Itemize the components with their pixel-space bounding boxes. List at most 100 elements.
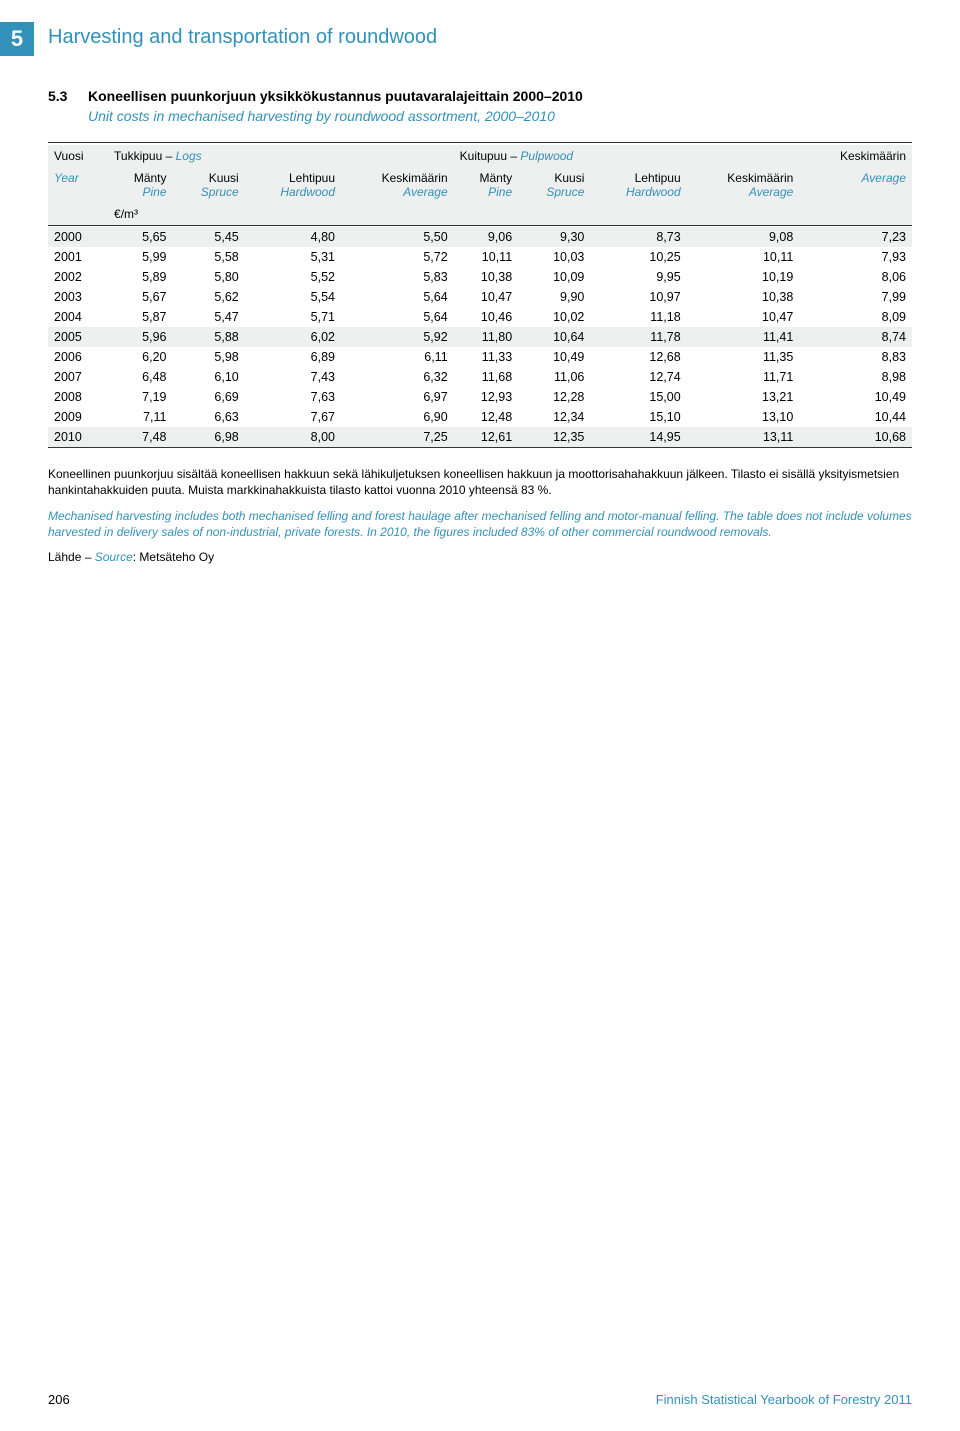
cell-value: 10,44 — [799, 407, 912, 427]
table-row: 20107,486,988,007,2512,6112,3514,9513,11… — [48, 427, 912, 448]
table-row: 20055,965,886,025,9211,8010,6411,7811,41… — [48, 327, 912, 347]
cell-value: 12,28 — [518, 387, 590, 407]
cell-value: 5,31 — [245, 247, 341, 267]
col-pulp-pine: MäntyPine — [454, 167, 519, 203]
cell-value: 8,73 — [590, 227, 686, 247]
cell-value: 6,02 — [245, 327, 341, 347]
table-title-fi: Koneellisen puunkorjuun yksikkökustannus… — [88, 88, 583, 104]
cell-value: 9,95 — [590, 267, 686, 287]
cell-value: 5,64 — [341, 307, 454, 327]
cell-value: 6,69 — [173, 387, 245, 407]
data-table: Vuosi Tukkipuu – Logs Kuitupuu – Pulpwoo… — [48, 142, 912, 450]
cell-year: 2010 — [48, 427, 108, 448]
cell-value: 5,52 — [245, 267, 341, 287]
cell-value: 11,68 — [454, 367, 519, 387]
cell-value: 5,92 — [341, 327, 454, 347]
cell-value: 5,58 — [173, 247, 245, 267]
cell-value: 5,65 — [108, 227, 173, 247]
table-title-en: Unit costs in mechanised harvesting by r… — [88, 108, 912, 124]
source-line: Lähde – Source: Metsäteho Oy — [48, 550, 912, 564]
col-pulp-hardwood: LehtipuuHardwood — [590, 167, 686, 203]
cell-value: 11,35 — [687, 347, 800, 367]
cell-value: 7,99 — [799, 287, 912, 307]
col-pulp-group: Kuitupuu – Pulpwood — [454, 145, 800, 167]
cell-value: 5,96 — [108, 327, 173, 347]
col-year-en: Year — [48, 167, 108, 203]
cell-value: 15,00 — [590, 387, 686, 407]
cell-value: 7,23 — [799, 227, 912, 247]
cell-value: 12,35 — [518, 427, 590, 448]
table-number: 5.3 — [48, 88, 78, 104]
col-logs-spruce: KuusiSpruce — [173, 167, 245, 203]
cell-value: 5,83 — [341, 267, 454, 287]
chapter-title: Harvesting and transportation of roundwo… — [48, 26, 437, 49]
col-logs-avg: KeskimäärinAverage — [341, 167, 454, 203]
cell-value: 13,21 — [687, 387, 800, 407]
cell-value: 13,11 — [687, 427, 800, 448]
cell-value: 5,99 — [108, 247, 173, 267]
notes-block: Koneellinen puunkorjuu sisältää koneelli… — [48, 466, 912, 541]
cell-value: 7,11 — [108, 407, 173, 427]
table-row: 20045,875,475,715,6410,4610,0211,1810,47… — [48, 307, 912, 327]
col-logs-hardwood: LehtipuuHardwood — [245, 167, 341, 203]
cell-value: 12,93 — [454, 387, 519, 407]
cell-value: 11,18 — [590, 307, 686, 327]
cell-value: 10,02 — [518, 307, 590, 327]
cell-value: 11,33 — [454, 347, 519, 367]
cell-year: 2004 — [48, 307, 108, 327]
cell-value: 12,61 — [454, 427, 519, 448]
book-title: Finnish Statistical Yearbook of Forestry… — [656, 1392, 912, 1407]
cell-year: 2000 — [48, 227, 108, 247]
cell-value: 4,80 — [245, 227, 341, 247]
table-row: 20066,205,986,896,1111,3310,4912,6811,35… — [48, 347, 912, 367]
cell-year: 2005 — [48, 327, 108, 347]
cell-year: 2001 — [48, 247, 108, 267]
cell-value: 5,98 — [173, 347, 245, 367]
table-row: 20025,895,805,525,8310,3810,099,9510,198… — [48, 267, 912, 287]
cell-value: 6,32 — [341, 367, 454, 387]
cell-value: 7,93 — [799, 247, 912, 267]
cell-value: 12,68 — [590, 347, 686, 367]
col-logs-group: Tukkipuu – Logs — [108, 145, 454, 167]
cell-value: 12,74 — [590, 367, 686, 387]
cell-value: 7,19 — [108, 387, 173, 407]
cell-year: 2003 — [48, 287, 108, 307]
col-pulp-avg: KeskimäärinAverage — [687, 167, 800, 203]
cell-value: 11,41 — [687, 327, 800, 347]
cell-value: 10,49 — [518, 347, 590, 367]
cell-value: 12,48 — [454, 407, 519, 427]
cell-value: 6,98 — [173, 427, 245, 448]
cell-value: 5,47 — [173, 307, 245, 327]
page-footer: 206 Finnish Statistical Yearbook of Fore… — [48, 1392, 912, 1407]
cell-value: 10,25 — [590, 247, 686, 267]
table-row: 20035,675,625,545,6410,479,9010,9710,387… — [48, 287, 912, 307]
cell-value: 8,06 — [799, 267, 912, 287]
cell-value: 5,72 — [341, 247, 454, 267]
cell-value: 10,64 — [518, 327, 590, 347]
cell-year: 2008 — [48, 387, 108, 407]
note-fi: Koneellinen puunkorjuu sisältää koneelli… — [48, 466, 912, 498]
cell-value: 6,48 — [108, 367, 173, 387]
cell-value: 5,45 — [173, 227, 245, 247]
cell-value: 6,90 — [341, 407, 454, 427]
page-number: 206 — [48, 1392, 70, 1407]
cell-year: 2009 — [48, 407, 108, 427]
cell-year: 2006 — [48, 347, 108, 367]
cell-value: 10,68 — [799, 427, 912, 448]
table-row: 20097,116,637,676,9012,4812,3415,1013,10… — [48, 407, 912, 427]
cell-value: 5,54 — [245, 287, 341, 307]
cell-value: 9,30 — [518, 227, 590, 247]
cell-value: 8,09 — [799, 307, 912, 327]
cell-value: 10,11 — [454, 247, 519, 267]
cell-value: 5,50 — [341, 227, 454, 247]
unit-label: €/m³ — [108, 203, 173, 226]
cell-value: 6,97 — [341, 387, 454, 407]
cell-value: 8,83 — [799, 347, 912, 367]
col-year-fi: Vuosi — [48, 145, 108, 167]
cell-value: 9,08 — [687, 227, 800, 247]
table-row: 20015,995,585,315,7210,1110,0310,2510,11… — [48, 247, 912, 267]
col-avg-fi: Keskimäärin — [799, 145, 912, 167]
cell-value: 5,88 — [173, 327, 245, 347]
cell-value: 6,89 — [245, 347, 341, 367]
cell-value: 6,20 — [108, 347, 173, 367]
